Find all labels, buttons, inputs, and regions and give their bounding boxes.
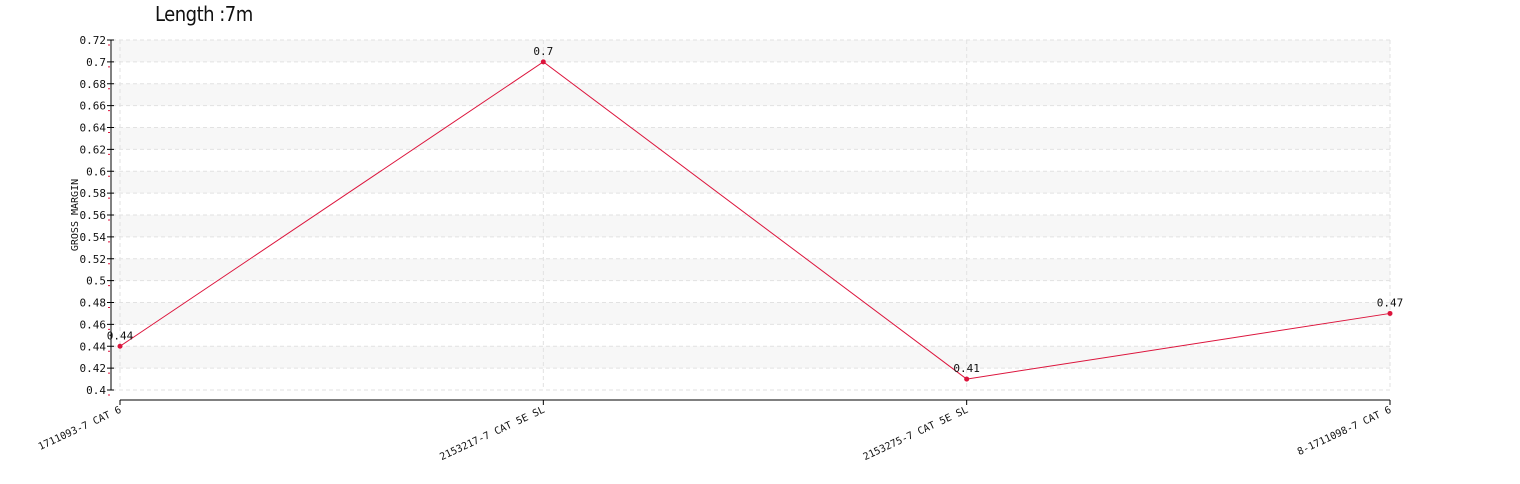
y-tick-label: 0.64	[80, 122, 107, 135]
y-tick-label: 0.52	[80, 253, 107, 266]
y-tick-label: 0.62	[80, 143, 107, 156]
data-point	[540, 59, 546, 65]
grid-band	[112, 171, 1390, 194]
data-label: 0.44	[107, 329, 134, 342]
data-label: 0.41	[953, 362, 980, 375]
data-point	[117, 343, 123, 349]
data-label: 0.7	[533, 45, 553, 58]
y-tick-label: 0.7	[86, 56, 106, 69]
y-tick-label: 0.58	[80, 187, 107, 200]
y-axis-label: GROSS MARGIN	[70, 179, 81, 251]
data-label: 0.47	[1377, 296, 1404, 309]
grid-band	[112, 302, 1390, 325]
grid-band	[112, 40, 1390, 62]
y-tick-label: 0.42	[80, 362, 107, 375]
x-tick-label: 2153275-7 CAT 5E SL	[862, 405, 970, 463]
x-tick-label: 2153217-7 CAT 5E SL	[438, 405, 546, 463]
grid-band	[112, 127, 1390, 150]
y-tick-label: 0.6	[86, 165, 106, 178]
y-tick-label: 0.66	[80, 100, 107, 113]
y-tick-label: 0.4	[86, 384, 106, 397]
x-tick-label: 8-1711098-7 CAT 6	[1296, 405, 1393, 458]
y-tick-label: 0.44	[80, 340, 107, 353]
grid-band	[112, 83, 1390, 106]
chart-title: Length :7m	[155, 2, 253, 26]
x-tick-label: 1711093-7 CAT 6	[37, 405, 123, 453]
grid-band	[112, 346, 1390, 369]
data-point	[964, 376, 970, 382]
data-point	[1387, 310, 1393, 316]
y-tick-label: 0.68	[80, 78, 107, 91]
y-tick-label: 0.48	[80, 297, 107, 310]
y-tick-label: 0.56	[80, 209, 107, 222]
grid-band	[112, 215, 1390, 237]
series-line	[119, 61, 1391, 380]
grid-band	[112, 258, 1390, 281]
y-tick-label: 0.46	[80, 318, 107, 331]
y-tick-label: 0.5	[86, 275, 106, 288]
y-tick-label: 0.72	[80, 34, 107, 47]
y-tick-label: 0.54	[80, 231, 107, 244]
